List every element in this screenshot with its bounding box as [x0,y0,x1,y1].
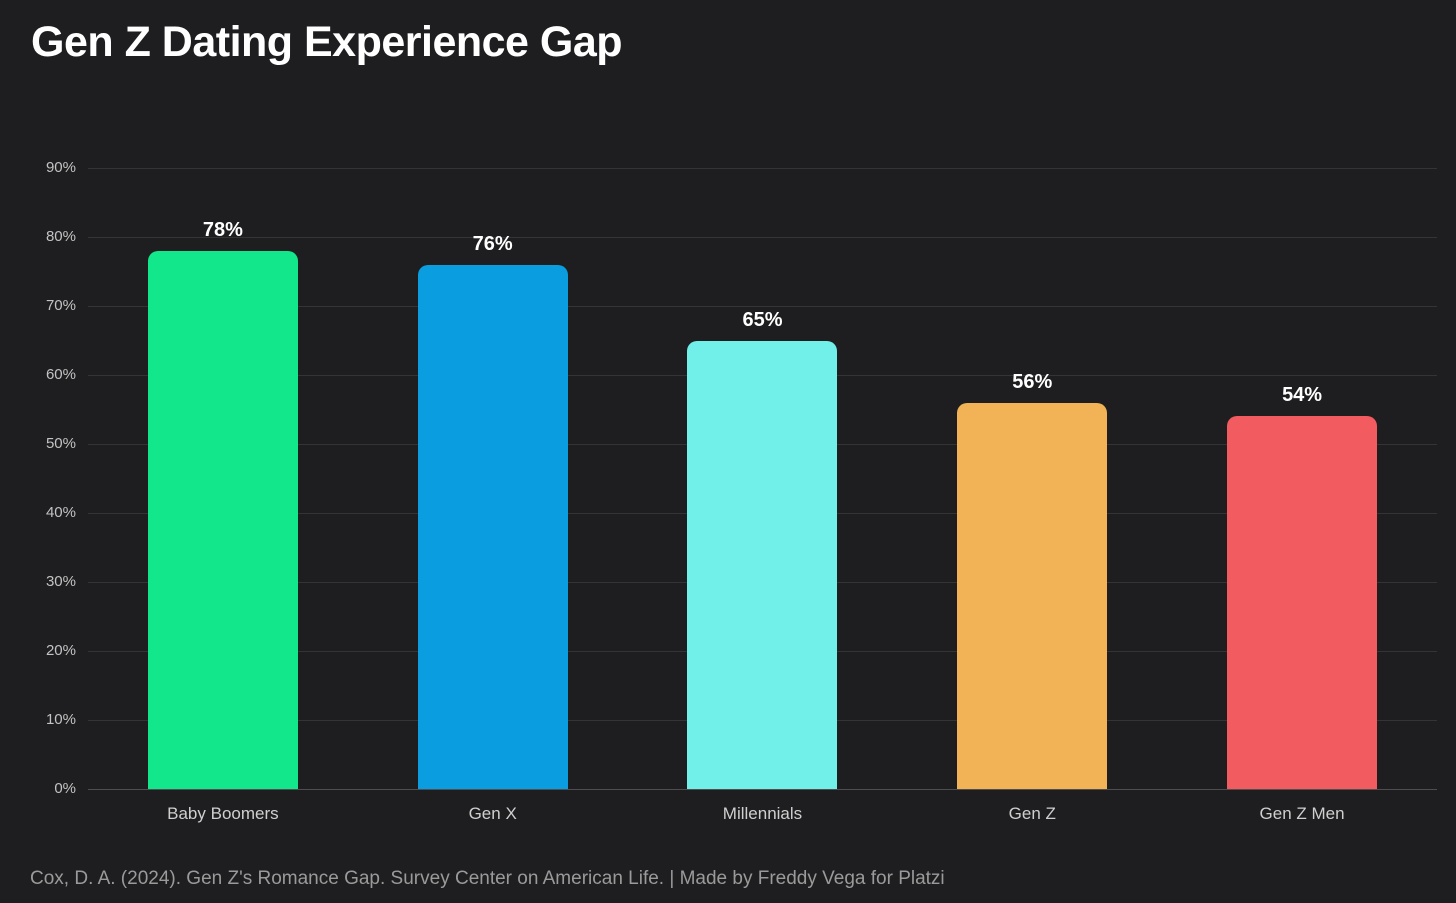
y-tick-label: 80% [45,227,76,245]
y-tick-label: 50% [45,434,76,452]
bar-value-label: 54% [1282,384,1323,407]
bar-group-millennials: 65% Millennials [628,168,898,823]
bars: 78% Baby Boomers 76% Gen X 65% Millennials 56%… [88,168,1437,823]
x-axis-label: Gen Z Men [1259,804,1345,823]
bar-group-baby-boomers: 78% Baby Boomers [88,168,358,823]
bar [957,402,1108,789]
bar-group-gen-x: 76% Gen X [358,168,628,823]
x-axis-label: Millennials [722,804,803,823]
source-citation: Cox, D. A. (2024). Gen Z's Romance Gap. … [30,868,945,889]
gridline: 90% [46,159,1437,176]
gridline: 0% [54,780,1437,797]
x-axis-label: Gen Z [1008,804,1056,823]
y-tick-label: 40% [45,504,76,521]
bar-group-gen-z-men: 54% Gen Z Men [1167,168,1437,823]
bar-value-label: 65% [742,308,783,331]
y-tick-label: 60% [45,366,76,383]
x-axis-label: Baby Boomers [167,804,279,823]
gridline: 80% [46,228,1437,245]
chart-plot: 0% 10% 20% 30% 40% 50% 60% 70% 80% 90% 78% Baby Bo… [46,159,1437,823]
y-tick-label: 10% [45,710,76,728]
y-tick-label: 20% [45,642,76,659]
bar-value-label: 78% [202,218,243,241]
page-title: Gen Z Dating Experience Gap [31,18,623,66]
bar [147,250,298,789]
y-tick-label: 70% [45,296,76,314]
y-tick-label: 30% [45,573,76,590]
y-tick-label: 90% [45,159,76,176]
bar [1227,416,1378,789]
bar-value-label: 56% [1012,370,1053,393]
bar [687,340,838,789]
bar-group-gen-z: 56% Gen Z [897,168,1167,823]
gridline: 70% [46,297,1437,314]
y-tick-label: 0% [54,780,76,797]
bar [417,264,568,789]
bar-value-label: 76% [472,232,513,255]
x-axis-label: Gen X [468,804,517,823]
